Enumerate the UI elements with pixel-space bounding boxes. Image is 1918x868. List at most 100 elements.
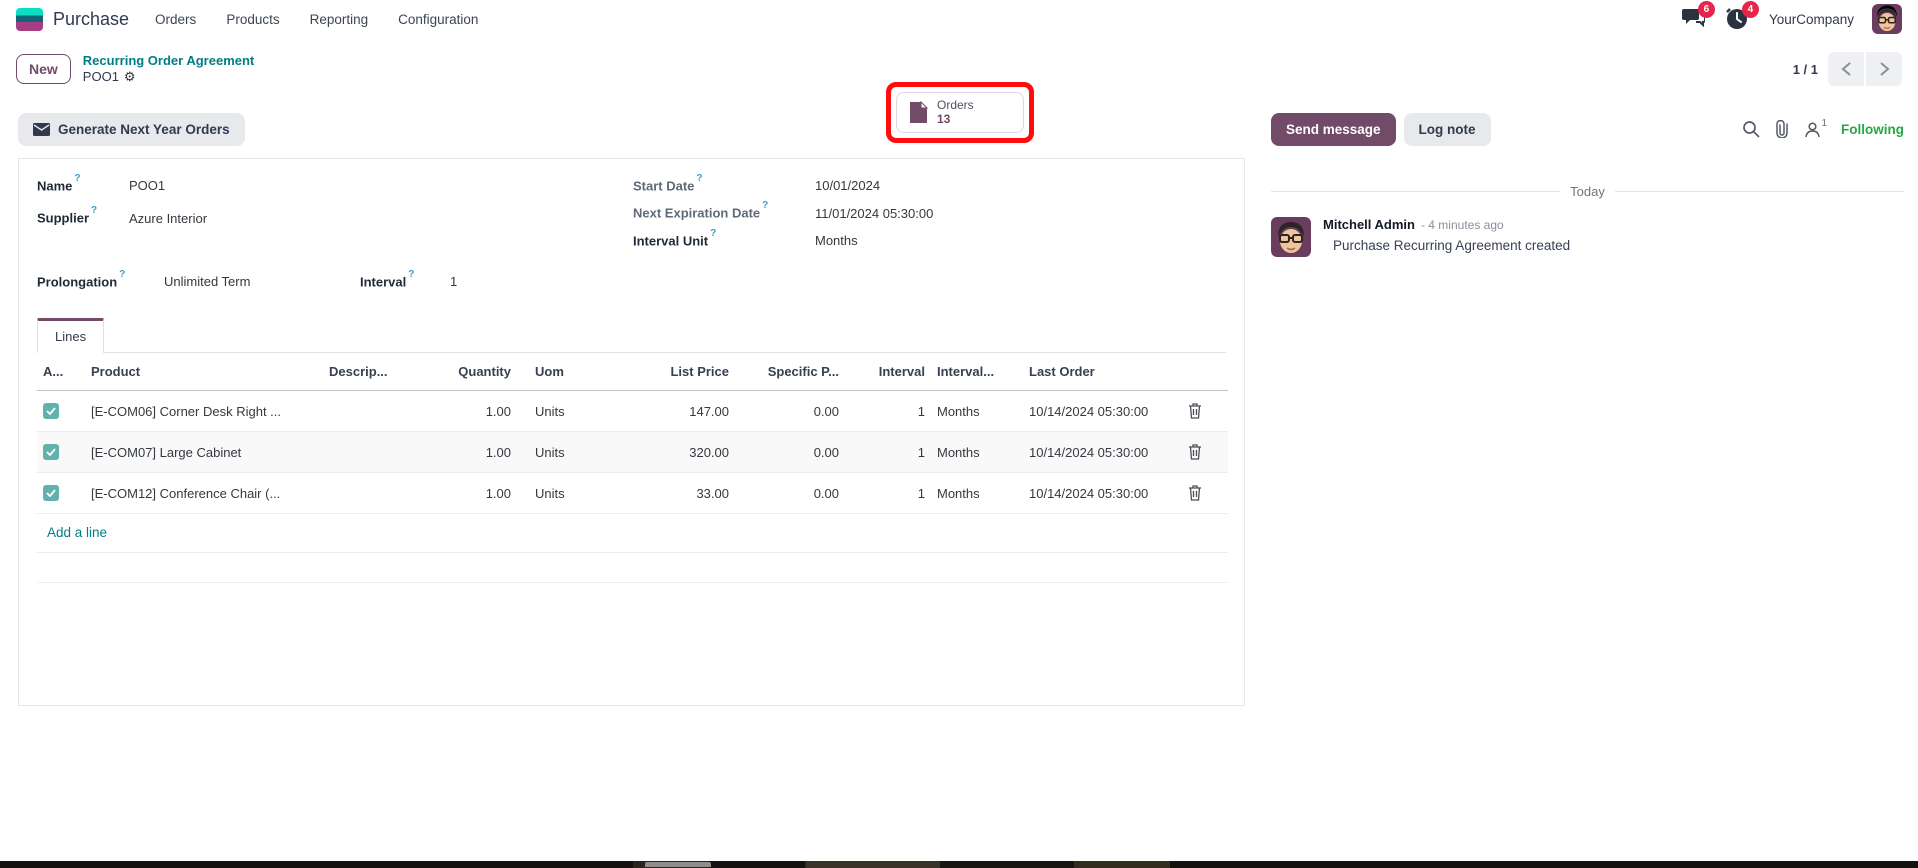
help-marker: ? xyxy=(762,200,769,212)
cell-uom[interactable]: Units xyxy=(517,472,609,515)
cell-uom[interactable]: Units xyxy=(517,390,609,433)
cell-interval[interactable]: 1 xyxy=(845,390,931,433)
cell-product[interactable]: [E-COM12] Conference Chair (... xyxy=(85,472,323,515)
col-last-order: Last Order xyxy=(1023,353,1182,392)
attachment-paperclip-icon[interactable] xyxy=(1774,120,1790,138)
table-row: [E-COM06] Corner Desk Right ... 1.00 Uni… xyxy=(37,390,1228,433)
red-highlight-annotation: Orders 13 xyxy=(886,82,1034,143)
delete-line-button[interactable] xyxy=(1188,485,1202,501)
message-author: Mitchell Admin xyxy=(1323,217,1415,232)
cell-uom[interactable]: Units xyxy=(517,431,609,474)
col-interval: Interval xyxy=(845,353,931,392)
app-name[interactable]: Purchase xyxy=(53,8,130,29)
help-marker: ? xyxy=(408,268,415,280)
menu-reporting[interactable]: Reporting xyxy=(309,11,369,27)
purchase-app-logo[interactable] xyxy=(16,7,43,31)
cell-interval[interactable]: 1 xyxy=(845,472,931,515)
cell-interval-unit[interactable]: Months xyxy=(931,472,1023,515)
cell-product[interactable]: [E-COM07] Large Cabinet xyxy=(85,431,323,474)
pager-counter: 1 / 1 xyxy=(1792,61,1818,77)
search-messages-icon[interactable] xyxy=(1742,120,1761,138)
cell-specific-price[interactable]: 0.00 xyxy=(735,472,845,515)
statusbar: Generate Next Year Orders xyxy=(18,100,1255,158)
cell-interval-unit[interactable]: Months xyxy=(931,431,1023,474)
message-timestamp: - 4 minutes ago xyxy=(1420,218,1504,232)
cell-quantity[interactable]: 1.00 xyxy=(421,390,517,433)
pager-previous-button[interactable] xyxy=(1828,52,1864,86)
prolongation-field-label: Prolongation? xyxy=(37,268,126,290)
chatter-panel: Send message Log note 1 Following Today xyxy=(1255,100,1918,257)
table-row: [E-COM12] Conference Chair (... 1.00 Uni… xyxy=(37,472,1228,515)
generate-button-label: Generate Next Year Orders xyxy=(58,121,230,137)
cell-description[interactable] xyxy=(323,431,421,474)
supplier-field-value[interactable]: Azure Interior xyxy=(129,210,208,226)
line-checkbox[interactable] xyxy=(43,403,59,420)
help-marker: ? xyxy=(696,173,703,184)
start-date-field-value[interactable]: 10/01/2024 xyxy=(815,178,881,194)
messages-icon[interactable]: 6 xyxy=(1681,1,1715,31)
cell-specific-price[interactable]: 0.00 xyxy=(735,431,845,474)
lines-table: A... Product Descrip... Quantity Uom Lis… xyxy=(37,353,1228,515)
cell-last-order[interactable]: 10/14/2024 05:30:00 xyxy=(1023,431,1182,474)
next-expiration-field-value[interactable]: 11/01/2024 05:30:00 xyxy=(815,205,934,221)
prolongation-field-value[interactable]: Unlimited Term xyxy=(164,274,251,290)
cell-specific-price[interactable]: 0.00 xyxy=(735,390,845,433)
activities-clock-icon[interactable]: 4 xyxy=(1725,1,1759,31)
trash-icon xyxy=(1189,485,1201,501)
company-name[interactable]: YourCompany xyxy=(1768,11,1854,27)
orders-stat-button[interactable]: Orders 13 xyxy=(896,92,1024,133)
send-message-button[interactable]: Send message xyxy=(1271,112,1396,146)
line-checkbox[interactable] xyxy=(43,444,59,461)
cell-interval[interactable]: 1 xyxy=(845,431,931,474)
name-field-value[interactable]: POO1 xyxy=(129,178,166,194)
followers-icon[interactable]: 1 xyxy=(1804,118,1827,138)
cell-last-order[interactable]: 10/14/2024 05:30:00 xyxy=(1023,390,1182,433)
chevron-right-icon xyxy=(1879,62,1890,76)
cell-interval-unit[interactable]: Months xyxy=(931,390,1023,433)
interval-field-value[interactable]: 1 xyxy=(450,274,458,290)
trash-icon xyxy=(1189,444,1201,460)
chatter-message: Mitchell Admin - 4 minutes ago Purchase … xyxy=(1271,217,1904,257)
help-marker: ? xyxy=(74,173,81,184)
cell-quantity[interactable]: 1.00 xyxy=(421,472,517,515)
interval-unit-field-value[interactable]: Months xyxy=(815,232,858,248)
empty-table-row xyxy=(37,553,1228,584)
generate-next-year-orders-button[interactable]: Generate Next Year Orders xyxy=(18,112,245,146)
following-button[interactable]: Following xyxy=(1841,121,1904,137)
line-checkbox[interactable] xyxy=(43,485,59,502)
menu-products[interactable]: Products xyxy=(226,11,280,27)
top-navbar: Purchase Orders Products Reporting Confi… xyxy=(0,0,1918,38)
cell-list-price[interactable]: 147.00 xyxy=(609,390,735,433)
delete-line-button[interactable] xyxy=(1188,403,1202,419)
cell-description[interactable] xyxy=(323,472,421,515)
table-row: [E-COM07] Large Cabinet 1.00 Units 320.0… xyxy=(37,431,1228,474)
cell-quantity[interactable]: 1.00 xyxy=(421,431,517,474)
next-expiration-field-label: Next Expiration Date? xyxy=(633,200,769,221)
add-a-line-link[interactable]: Add a line xyxy=(47,525,108,541)
user-avatar[interactable] xyxy=(1872,4,1902,34)
message-author-avatar xyxy=(1271,217,1311,257)
log-note-button[interactable]: Log note xyxy=(1403,112,1491,146)
col-actions xyxy=(1182,353,1228,392)
stat-button-count: 13 xyxy=(937,112,951,127)
help-marker: ? xyxy=(91,205,98,217)
cell-last-order[interactable]: 10/14/2024 05:30:00 xyxy=(1023,472,1182,515)
cell-product[interactable]: [E-COM06] Corner Desk Right ... xyxy=(85,390,323,433)
activities-badge: 4 xyxy=(1741,1,1759,18)
breadcrumb-parent-link[interactable]: Recurring Order Agreement xyxy=(82,52,255,68)
help-marker: ? xyxy=(710,227,717,239)
gear-icon[interactable]: ⚙ xyxy=(123,69,136,84)
menu-orders[interactable]: Orders xyxy=(155,11,197,27)
pager: 1 / 1 xyxy=(1793,52,1902,86)
menu-configuration[interactable]: Configuration xyxy=(398,11,479,27)
taskbar-item xyxy=(645,862,711,867)
checkmark-icon xyxy=(46,489,56,498)
tab-lines[interactable]: Lines xyxy=(37,318,105,354)
cell-list-price[interactable]: 33.00 xyxy=(609,472,735,515)
col-specific-price: Specific P... xyxy=(735,353,845,392)
cell-description[interactable] xyxy=(323,390,421,433)
cell-list-price[interactable]: 320.00 xyxy=(609,431,735,474)
new-button[interactable]: New xyxy=(16,54,71,84)
delete-line-button[interactable] xyxy=(1188,444,1202,460)
pager-next-button[interactable] xyxy=(1866,52,1902,86)
